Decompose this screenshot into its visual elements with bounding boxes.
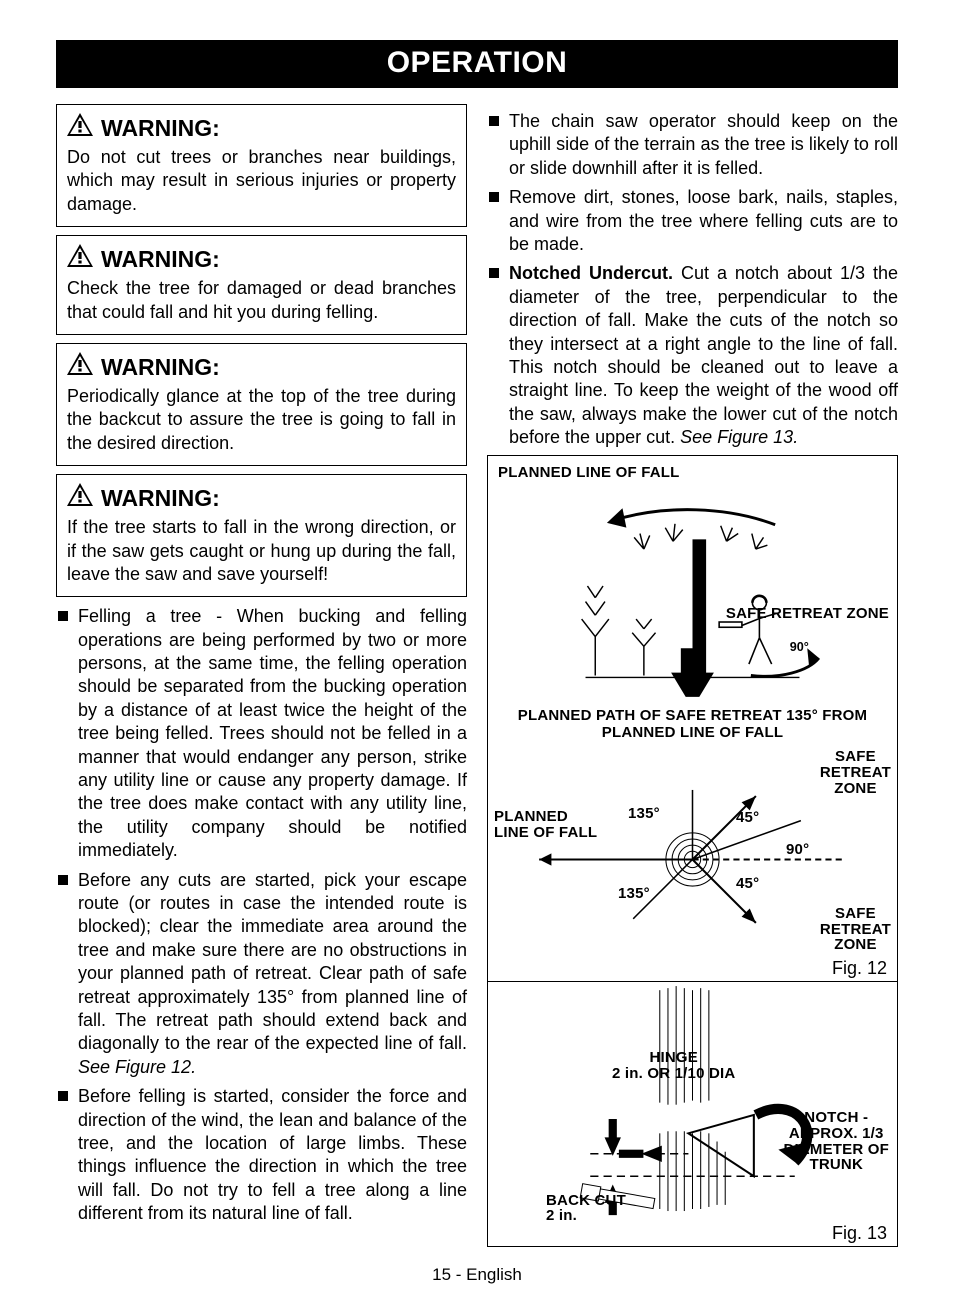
warning-text: If the tree starts to fall in the wrong … <box>67 516 456 586</box>
warning-icon <box>67 352 93 375</box>
safe-retreat-label: SAFERETREATZONE <box>820 749 891 796</box>
warning-title: WARNING: <box>101 246 220 273</box>
figure-12-top: PLANNED LINE OF FALL <box>488 456 897 747</box>
warning-icon <box>67 244 93 267</box>
notch-label: NOTCH -APPROX. 1/3DIAMETER OFTRUNK <box>783 1110 889 1173</box>
warning-box: WARNING: If the tree starts to fall in t… <box>56 474 467 597</box>
fig13-caption: Fig. 13 <box>832 1223 891 1244</box>
section-banner: OPERATION <box>56 40 898 88</box>
angle-90-label: 90° <box>786 841 809 858</box>
fig-label: PLANNED LINE OF FALL <box>498 464 887 481</box>
page-footer: 15 - English <box>56 1265 898 1285</box>
warning-text: Do not cut trees or branches near buildi… <box>67 146 456 216</box>
list-item: Before any cuts are started, pick your e… <box>56 869 467 1080</box>
angle-90-label: 90° <box>790 641 809 655</box>
backcut-label: BACK CUT2 in. <box>546 1193 626 1225</box>
figure-12-bottom: SAFERETREATZONE PLANNEDLINE OF FALL 135°… <box>488 747 897 981</box>
figure-13: HINGE2 in. OR 1/10 DIA NOTCH -APPROX. 1/… <box>488 981 897 1246</box>
angle-45-label: 45° <box>736 809 759 826</box>
hinge-label: HINGE2 in. OR 1/10 DIA <box>612 1050 735 1082</box>
list-item: Notched Undercut. Cut a notch about 1/3 … <box>487 262 898 449</box>
warning-title: WARNING: <box>101 115 220 142</box>
warning-title: WARNING: <box>101 354 220 381</box>
angle-135-label: 135° <box>628 805 660 822</box>
right-column: The chain saw operator should keep on th… <box>487 104 898 1247</box>
warning-icon <box>67 113 93 136</box>
list-item: The chain saw operator should keep on th… <box>487 110 898 180</box>
warning-box: WARNING: Check the tree for damaged or d… <box>56 235 467 335</box>
safe-retreat-label: SAFE RETREAT ZONE <box>726 606 889 622</box>
warning-text: Check the tree for damaged or dead branc… <box>67 277 456 324</box>
angle-135-label: 135° <box>618 885 650 902</box>
list-item: Before felling is started, consider the … <box>56 1085 467 1225</box>
list-item: Felling a tree - When bucking and fellin… <box>56 605 467 862</box>
warning-icon <box>67 483 93 506</box>
fig12-illustration: 90° <box>498 481 887 705</box>
warning-title: WARNING: <box>101 485 220 512</box>
figure-box: PLANNED LINE OF FALL <box>487 455 898 1247</box>
warning-box: WARNING: Do not cut trees or branches ne… <box>56 104 467 227</box>
safe-retreat-label: SAFERETREATZONE <box>820 906 891 953</box>
angle-45-label: 45° <box>736 875 759 892</box>
planned-lof-label: PLANNEDLINE OF FALL <box>494 809 597 841</box>
list-item: Remove dirt, stones, loose bark, nails, … <box>487 186 898 256</box>
warning-box: WARNING: Periodically glance at the top … <box>56 343 467 466</box>
warning-text: Periodically glance at the top of the tr… <box>67 385 456 455</box>
fig12-caption: Fig. 12 <box>832 958 891 979</box>
left-column: WARNING: Do not cut trees or branches ne… <box>56 104 467 1247</box>
fig12-mid-caption: PLANNED PATH OF SAFE RETREAT 135° FROM P… <box>498 707 887 741</box>
